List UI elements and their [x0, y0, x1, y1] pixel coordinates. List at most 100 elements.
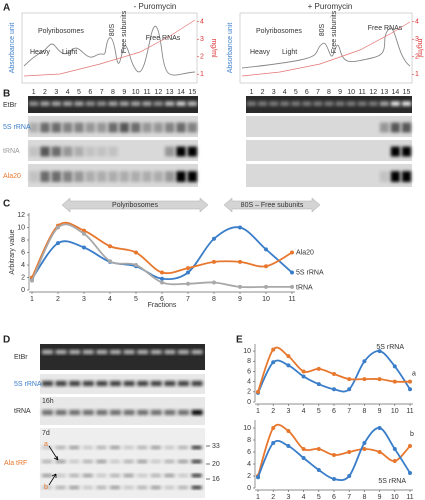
data-point	[392, 459, 397, 463]
x-tick-label: 5	[317, 408, 321, 415]
data-point	[82, 245, 86, 250]
gel-band	[110, 486, 120, 489]
x-tick-label: 2	[271, 494, 275, 500]
gel-band	[40, 101, 50, 106]
gel-band	[69, 410, 81, 415]
y-tick-label: 0	[21, 287, 25, 294]
gel-band	[96, 446, 107, 449]
gel-band	[82, 381, 94, 386]
gel-band	[178, 486, 188, 489]
data-point	[392, 447, 397, 451]
y2-tick-label: 1	[415, 71, 419, 78]
lane-number: 7	[316, 89, 320, 96]
lane-number: 12	[154, 89, 162, 96]
data-point	[316, 468, 321, 472]
absorbance-trace	[241, 27, 411, 69]
gel-row	[40, 374, 205, 394]
x-tick-label: 3	[82, 296, 86, 303]
data-point	[108, 259, 112, 264]
lane-number: 4	[66, 89, 70, 96]
data-point	[134, 250, 138, 255]
gel-band	[153, 101, 163, 106]
gel-band	[123, 460, 134, 463]
gel-band	[346, 101, 356, 106]
gel-band	[110, 381, 121, 386]
data-point	[271, 426, 276, 430]
x-axis-label: Fractions	[148, 302, 177, 309]
gel-band	[178, 381, 189, 386]
lane-number: 14	[392, 89, 400, 96]
data-point	[56, 241, 60, 246]
data-point	[362, 359, 367, 364]
gel-band	[42, 460, 52, 463]
data-point	[82, 231, 86, 236]
gel-band	[137, 446, 148, 449]
gel-band	[191, 381, 203, 386]
lane-number: 10	[347, 89, 355, 96]
data-point	[332, 372, 336, 376]
x-tick-label: 5	[134, 296, 138, 303]
panel-d: EtBr 5S rRNA tRNA Ala tRF 16h 7d a b 33 20 16	[4, 344, 220, 498]
row-label: Ala tRF	[4, 460, 27, 467]
gel-band	[40, 146, 50, 157]
x-tick-label: 10	[391, 408, 399, 415]
y2-tick-label: 4	[200, 19, 204, 26]
lane-number: 11	[359, 89, 366, 96]
data-point	[347, 377, 352, 382]
y-tick-label: 0	[247, 485, 251, 492]
data-point	[392, 379, 397, 384]
data-point	[347, 387, 352, 392]
lane-number: 6	[305, 89, 309, 96]
data-point	[347, 450, 352, 454]
y-tick-label: 4	[247, 378, 251, 385]
gel-band	[96, 410, 108, 415]
lane-number: 8	[327, 89, 331, 96]
gel-band	[357, 101, 367, 106]
lane-number: 9	[338, 89, 342, 96]
row-label: Ala20	[3, 173, 21, 180]
lane-number: 9	[122, 89, 126, 96]
gel-band	[401, 171, 411, 182]
lane-number: 1	[32, 89, 36, 96]
gel-band	[69, 350, 81, 354]
gel-band	[178, 350, 189, 354]
gel-band	[150, 446, 161, 449]
gel-band	[69, 446, 80, 449]
gel-band	[29, 146, 39, 157]
data-point	[286, 429, 291, 433]
band-arrow	[48, 445, 59, 461]
gel-band	[63, 146, 73, 157]
lane-number: 8	[111, 89, 115, 96]
gel-band	[131, 171, 141, 182]
profile-right: Absorbance unit mg/ml Polyribosomes Heav…	[227, 10, 423, 84]
x-tick-label: 4	[302, 494, 306, 500]
series-line	[257, 350, 411, 394]
x-tick-label: 3	[286, 408, 290, 415]
gel-band	[119, 171, 129, 182]
gel-band	[176, 101, 186, 106]
x-tick-label: 8	[212, 296, 216, 303]
gel-band	[191, 350, 203, 354]
gel-band	[379, 101, 389, 106]
data-point	[134, 263, 138, 267]
gel-band	[187, 122, 197, 133]
region-label: Heavy	[250, 49, 270, 56]
gel-band	[63, 171, 73, 182]
time-label: 7d	[42, 430, 50, 437]
region-arrow	[61, 197, 209, 213]
gel-band	[42, 381, 53, 386]
gel-band	[165, 171, 175, 182]
data-point	[160, 280, 164, 285]
x-tick-label: 7	[186, 296, 190, 303]
lane-number: 13	[166, 89, 174, 96]
x-tick-label: 11	[406, 408, 413, 415]
x-tick-label: 6	[332, 494, 336, 500]
series-line	[257, 346, 411, 393]
x-tick-label: 11	[288, 296, 295, 303]
x-tick-label: 9	[378, 408, 382, 415]
data-point	[332, 477, 336, 481]
data-point	[82, 228, 86, 233]
data-point	[286, 363, 291, 368]
region-label: Polyribosomes	[256, 28, 302, 35]
x-tick-label: 10	[262, 296, 270, 303]
